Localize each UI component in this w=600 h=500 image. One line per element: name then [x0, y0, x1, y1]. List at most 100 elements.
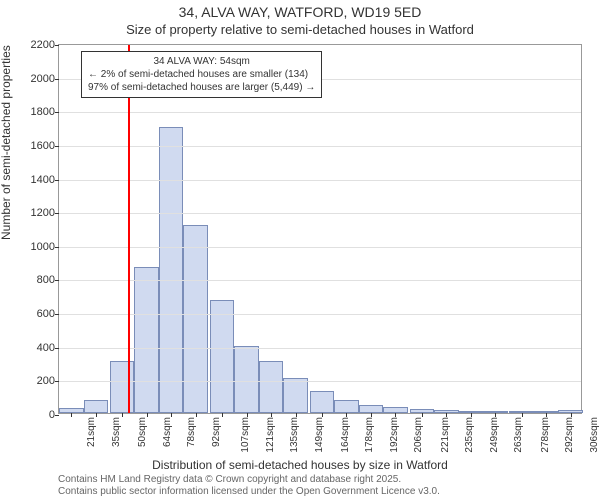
gridline-h — [59, 280, 581, 281]
gridline-h — [59, 381, 581, 382]
x-tick-label: 50sqm — [137, 417, 148, 447]
histogram-bar — [283, 378, 308, 413]
y-tick-mark — [55, 348, 59, 349]
histogram-bar — [234, 346, 259, 413]
copyright-text: Contains HM Land Registry data © Crown c… — [58, 474, 440, 498]
x-tick-mark — [296, 413, 297, 417]
histogram-bar — [84, 400, 109, 413]
x-tick-label: 192sqm — [389, 417, 400, 453]
gridline-h — [59, 146, 581, 147]
y-tick-label: 2200 — [31, 39, 55, 51]
histogram-bar — [359, 405, 384, 413]
x-tick-mark — [96, 413, 97, 417]
y-tick-label: 1400 — [31, 174, 55, 186]
x-tick-mark — [71, 413, 72, 417]
x-tick-mark — [471, 413, 472, 417]
histogram-bar — [310, 391, 335, 413]
x-tick-label: 249sqm — [489, 417, 500, 453]
y-tick-mark — [55, 45, 59, 46]
y-tick-mark — [55, 79, 59, 80]
x-tick-label: 78sqm — [186, 417, 197, 447]
y-tick-label: 1800 — [31, 106, 55, 118]
y-tick-mark — [55, 381, 59, 382]
x-tick-mark — [222, 413, 223, 417]
x-tick-label: 35sqm — [111, 417, 122, 447]
y-tick-label: 200 — [37, 375, 55, 387]
gridline-h — [59, 348, 581, 349]
y-tick-mark — [55, 213, 59, 214]
annotation-line2: ← 2% of semi-detached houses are smaller… — [88, 68, 315, 81]
x-tick-mark — [371, 413, 372, 417]
x-tick-label: 64sqm — [162, 417, 173, 447]
x-tick-label: 178sqm — [364, 417, 375, 453]
y-tick-label: 800 — [37, 274, 55, 286]
x-tick-label: 107sqm — [240, 417, 251, 453]
x-tick-label: 206sqm — [413, 417, 424, 453]
chart-title-line2: Size of property relative to semi-detach… — [0, 22, 600, 37]
x-tick-mark — [495, 413, 496, 417]
y-tick-mark — [55, 112, 59, 113]
annotation-line1: 34 ALVA WAY: 54sqm — [88, 55, 315, 68]
annotation-box: 34 ALVA WAY: 54sqm← 2% of semi-detached … — [81, 51, 322, 98]
y-tick-mark — [55, 247, 59, 248]
histogram-bar — [110, 361, 135, 413]
copyright-line2: Contains public sector information licen… — [58, 486, 440, 498]
x-tick-mark — [196, 413, 197, 417]
y-tick-label: 600 — [37, 308, 55, 320]
x-tick-label: 164sqm — [340, 417, 351, 453]
x-tick-mark — [147, 413, 148, 417]
gridline-h — [59, 213, 581, 214]
x-tick-mark — [322, 413, 323, 417]
chart-container: 34, ALVA WAY, WATFORD, WD19 5ED Size of … — [0, 0, 600, 500]
gridline-h — [59, 112, 581, 113]
x-tick-mark — [346, 413, 347, 417]
histogram-bar — [259, 361, 284, 413]
x-tick-mark — [122, 413, 123, 417]
histogram-bar — [134, 267, 159, 413]
annotation-line3: 97% of semi-detached houses are larger (… — [88, 81, 315, 94]
x-tick-label: 235sqm — [464, 417, 475, 453]
x-tick-mark — [571, 413, 572, 417]
x-tick-mark — [546, 413, 547, 417]
x-tick-label: 135sqm — [289, 417, 300, 453]
plot-area: 0200400600800100012001400160018002000220… — [58, 44, 582, 414]
x-tick-label: 149sqm — [313, 417, 324, 453]
x-tick-mark — [522, 413, 523, 417]
x-tick-mark — [171, 413, 172, 417]
y-tick-label: 1000 — [31, 241, 55, 253]
x-tick-label: 263sqm — [513, 417, 524, 453]
copyright-line1: Contains HM Land Registry data © Crown c… — [58, 474, 440, 486]
y-tick-label: 400 — [37, 342, 55, 354]
x-tick-mark — [247, 413, 248, 417]
x-tick-label: 92sqm — [211, 417, 222, 447]
x-tick-label: 292sqm — [564, 417, 575, 453]
x-tick-label: 121sqm — [264, 417, 275, 453]
y-tick-label: 1600 — [31, 140, 55, 152]
histogram-bar — [334, 400, 359, 413]
x-tick-label: 221sqm — [440, 417, 451, 453]
chart-title-line1: 34, ALVA WAY, WATFORD, WD19 5ED — [0, 4, 600, 20]
y-tick-mark — [55, 180, 59, 181]
x-tick-label: 21sqm — [86, 417, 97, 447]
gridline-h — [59, 247, 581, 248]
x-tick-label: 306sqm — [589, 417, 600, 453]
y-axis-label: Number of semi-detached properties — [0, 45, 13, 240]
histogram-bar — [210, 300, 235, 413]
x-tick-mark — [422, 413, 423, 417]
x-tick-label: 278sqm — [539, 417, 550, 453]
gridline-h — [59, 314, 581, 315]
x-tick-mark — [446, 413, 447, 417]
x-tick-mark — [271, 413, 272, 417]
x-tick-mark — [395, 413, 396, 417]
x-axis-label: Distribution of semi-detached houses by … — [0, 458, 600, 472]
y-tick-mark — [55, 146, 59, 147]
bars-layer — [59, 45, 581, 413]
y-tick-mark — [55, 314, 59, 315]
histogram-bar — [159, 127, 184, 413]
histogram-bar — [183, 225, 208, 413]
y-tick-mark — [55, 280, 59, 281]
y-tick-label: 1200 — [31, 207, 55, 219]
y-tick-mark — [55, 415, 59, 416]
marker-line — [128, 45, 130, 413]
y-tick-label: 2000 — [31, 73, 55, 85]
